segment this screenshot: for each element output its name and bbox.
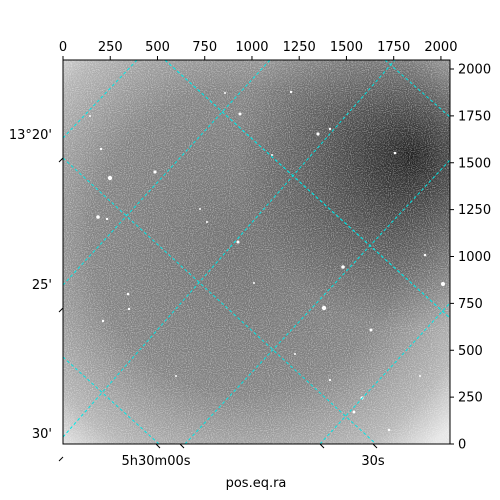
grid-line-0 xyxy=(63,60,138,139)
x-tick-label-2: 500 xyxy=(145,40,170,55)
ra-tick-extra xyxy=(319,443,325,449)
ra-tick-1 xyxy=(372,443,378,449)
grid-line-4 xyxy=(319,302,450,444)
star-13 xyxy=(423,253,427,257)
y-tick-label-1: 250 xyxy=(458,391,483,406)
pixel-x-axis: 0 250 500 750 1000 1250 1500 1750 2000 xyxy=(59,40,457,60)
star-30 xyxy=(89,115,91,117)
grid-line-3 xyxy=(184,159,450,444)
y-tick-label-0: 0 xyxy=(458,438,466,453)
ra-axis: 5h30m00s 30s xyxy=(121,443,385,469)
star-18 xyxy=(224,92,226,94)
star-17 xyxy=(99,147,103,151)
grid-line-9 xyxy=(63,157,377,444)
star-2 xyxy=(238,112,242,116)
dec-tick-1 xyxy=(58,307,64,313)
plot-frame xyxy=(62,59,451,445)
star-field xyxy=(89,90,445,432)
star-27 xyxy=(294,353,296,355)
sky-image xyxy=(63,60,450,444)
grid-line-7 xyxy=(164,60,450,319)
x-axis-title: pos.eq.ra xyxy=(226,476,287,491)
star-6 xyxy=(96,215,100,219)
star-25 xyxy=(387,428,391,432)
star-15 xyxy=(352,410,356,414)
grid-line-1 xyxy=(63,60,271,286)
x-tick-label-7: 1750 xyxy=(377,40,410,55)
y-tick-label-5: 1250 xyxy=(458,203,491,218)
x-tick-label-3: 750 xyxy=(192,40,217,55)
grid-line-8 xyxy=(384,60,450,118)
coordinate-grid xyxy=(63,60,450,444)
star-10 xyxy=(321,305,327,311)
dec-tick-label-1: 25' xyxy=(32,278,52,293)
dec-axis: 13°20' 25' 30' xyxy=(9,128,64,462)
y-tick-label-7: 1750 xyxy=(458,109,491,124)
grid-line-2 xyxy=(63,60,396,438)
ra-tick-0 xyxy=(155,443,161,449)
star-23 xyxy=(206,221,208,223)
star-22 xyxy=(199,208,201,210)
x-tick-label-5: 1250 xyxy=(283,40,316,55)
star-0 xyxy=(107,175,113,181)
x-tick-label-1: 250 xyxy=(98,40,123,55)
star-20 xyxy=(271,154,273,156)
ra-tick-label-1: 30s xyxy=(361,454,385,469)
star-9 xyxy=(341,265,345,269)
y-tick-label-2: 500 xyxy=(458,344,483,359)
star-29 xyxy=(328,378,332,382)
star-16 xyxy=(126,292,130,296)
dec-tick-0 xyxy=(58,157,64,163)
y-tick-label-4: 1000 xyxy=(458,250,491,265)
star-8 xyxy=(236,240,240,244)
ra-tick-extra-2 xyxy=(179,443,185,449)
star-3 xyxy=(289,90,293,94)
star-31 xyxy=(419,375,421,377)
star-5 xyxy=(328,127,332,131)
star-28 xyxy=(253,282,255,284)
star-4 xyxy=(316,132,320,136)
star-7 xyxy=(105,217,109,221)
star-24 xyxy=(175,375,177,377)
dec-tick-2 xyxy=(58,456,64,462)
x-tick-label-6: 1500 xyxy=(330,40,363,55)
dec-tick-label-0: 13°20' xyxy=(9,128,52,143)
y-tick-label-3: 750 xyxy=(458,297,483,312)
x-tick-label-0: 0 xyxy=(59,40,67,55)
y-tick-label-6: 1500 xyxy=(458,156,491,171)
star-1 xyxy=(153,170,157,174)
x-tick-label-4: 1000 xyxy=(235,40,268,55)
star-19 xyxy=(393,151,397,155)
pixel-y-axis: 0 250 500 750 1000 1250 1500 1750 2000 xyxy=(450,63,491,453)
star-11 xyxy=(369,328,373,332)
y-tick-label-8: 2000 xyxy=(458,63,491,78)
star-21 xyxy=(127,307,131,311)
x-tick-label-8: 2000 xyxy=(424,40,457,55)
star-26 xyxy=(101,319,105,323)
dec-tick-label-2: 30' xyxy=(32,427,52,442)
star-12 xyxy=(441,282,445,286)
ra-tick-label-0: 5h30m00s xyxy=(121,454,190,469)
